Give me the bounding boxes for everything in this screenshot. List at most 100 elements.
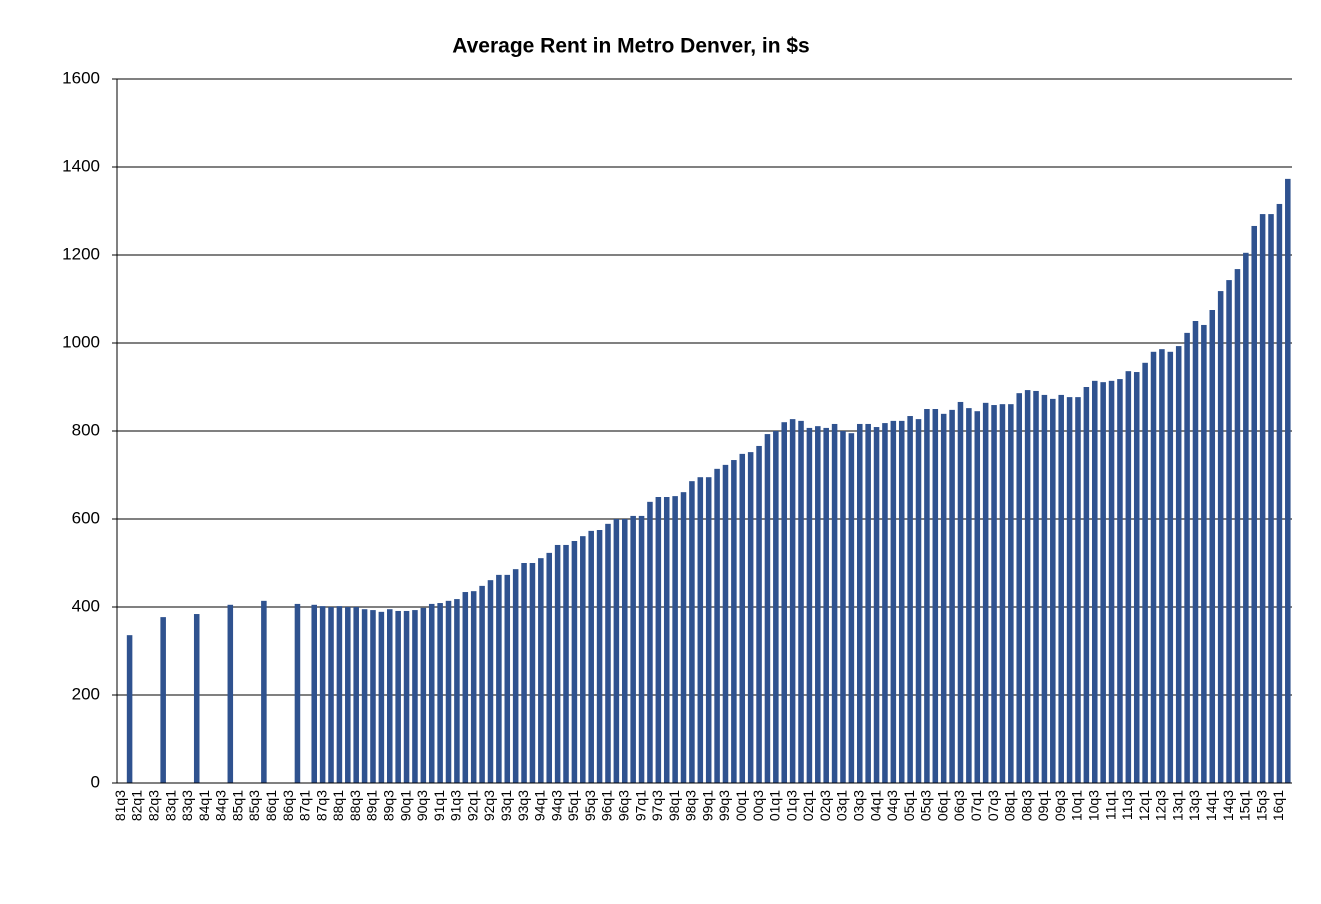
x-tick-label: 88q1 xyxy=(330,790,346,821)
bar xyxy=(773,431,779,783)
x-tick-label: 87q3 xyxy=(313,790,329,821)
bar xyxy=(621,519,628,783)
bar xyxy=(1008,404,1014,783)
x-tick-label: 97q1 xyxy=(632,790,648,821)
bar xyxy=(386,609,393,783)
bar xyxy=(873,427,880,783)
x-tick-label: 01q1 xyxy=(767,790,783,821)
x-tick-label: 86q1 xyxy=(263,790,279,821)
bar xyxy=(840,431,846,783)
bar xyxy=(924,409,930,783)
x-tick-label: 83q3 xyxy=(179,790,195,821)
bar xyxy=(756,445,762,783)
bar xyxy=(311,604,318,783)
x-tick-label: 10q3 xyxy=(1085,790,1101,821)
bar xyxy=(1243,252,1249,784)
bar xyxy=(680,492,687,783)
x-tick-label: 06q1 xyxy=(934,790,950,821)
bar xyxy=(823,427,829,783)
x-tick-label: 07q1 xyxy=(968,790,984,821)
x-tick-label: 12q3 xyxy=(1153,790,1169,821)
x-tick-label: 99q3 xyxy=(716,790,732,821)
bar xyxy=(538,558,544,783)
x-tick-label: 91q3 xyxy=(448,790,464,821)
bar xyxy=(932,409,939,783)
x-tick-label: 01q3 xyxy=(783,790,799,821)
bar xyxy=(697,477,704,783)
x-tick-label: 98q3 xyxy=(683,790,699,821)
y-tick-label: 0 xyxy=(91,772,100,791)
bar xyxy=(571,541,578,783)
bar xyxy=(261,600,267,783)
x-tick-label: 99q1 xyxy=(699,790,715,821)
bar xyxy=(781,422,788,783)
bar xyxy=(731,460,737,783)
bar xyxy=(1075,397,1081,783)
x-tick-label: 82q3 xyxy=(145,790,161,821)
bar xyxy=(126,635,133,783)
y-tick-label: 1200 xyxy=(62,244,100,263)
bar xyxy=(1217,291,1224,783)
bar xyxy=(1192,321,1199,783)
x-tick-label: 11q3 xyxy=(1119,790,1135,820)
bar xyxy=(638,515,645,783)
x-tick-label: 06q3 xyxy=(951,790,967,821)
x-tick-label: 87q1 xyxy=(297,790,313,821)
bar xyxy=(361,609,368,783)
chart-title: Average Rent in Metro Denver, in $s xyxy=(452,35,810,58)
bar xyxy=(378,611,385,783)
x-tick-label: 86q3 xyxy=(280,790,296,821)
bar xyxy=(764,434,771,783)
bar xyxy=(1259,214,1266,783)
x-tick-label: 11q1 xyxy=(1102,790,1118,820)
x-tick-label: 85q3 xyxy=(246,790,262,821)
y-tick-label: 200 xyxy=(72,684,100,703)
bar xyxy=(1251,225,1258,783)
bar xyxy=(940,413,947,783)
bar xyxy=(890,420,897,783)
x-tick-label: 03q3 xyxy=(850,790,866,821)
y-tick-label: 600 xyxy=(72,508,100,527)
bar xyxy=(563,544,569,783)
bar xyxy=(865,423,871,783)
bar xyxy=(1285,178,1291,783)
bar xyxy=(580,536,586,783)
bar xyxy=(1150,351,1157,783)
bar xyxy=(1024,390,1031,783)
x-tick-label: 14q3 xyxy=(1220,790,1236,821)
bar xyxy=(294,603,301,783)
bar xyxy=(915,419,922,783)
x-tick-label: 95q1 xyxy=(565,790,581,821)
bar xyxy=(428,603,435,783)
bar xyxy=(454,599,460,783)
bar xyxy=(479,585,485,783)
x-tick-label: 90q1 xyxy=(397,790,413,821)
bar xyxy=(462,592,469,783)
bar xyxy=(1050,398,1056,783)
x-tick-label: 89q3 xyxy=(380,790,396,821)
x-tick-label: 83q1 xyxy=(162,790,178,821)
bar xyxy=(655,497,662,783)
x-tick-label: 84q3 xyxy=(213,790,229,821)
x-tick-label: 14q1 xyxy=(1203,790,1219,821)
bar xyxy=(991,405,997,783)
bar xyxy=(705,477,712,783)
bar xyxy=(747,452,754,783)
bar xyxy=(1108,380,1115,783)
x-tick-label: 03q1 xyxy=(834,790,850,821)
bar xyxy=(529,563,536,783)
bar xyxy=(957,401,964,783)
bar xyxy=(982,402,989,783)
bar xyxy=(630,515,636,783)
bar xyxy=(504,574,511,783)
bar xyxy=(789,419,796,783)
x-tick-label: 92q1 xyxy=(464,790,480,821)
x-tick-label: 04q3 xyxy=(884,790,900,821)
y-tick-label: 800 xyxy=(72,420,100,439)
bar xyxy=(815,426,821,783)
bar xyxy=(420,607,427,783)
x-tick-label: 93q3 xyxy=(515,790,531,821)
x-tick-label: 82q1 xyxy=(129,790,145,821)
bar xyxy=(160,617,166,783)
bar xyxy=(1016,393,1023,783)
